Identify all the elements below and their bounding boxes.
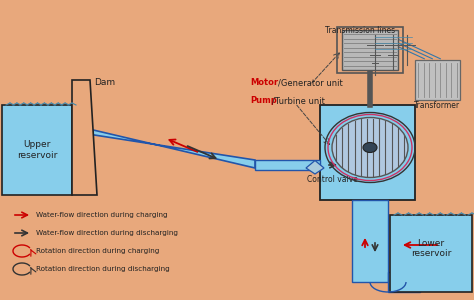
Text: Control valve: Control valve [307,175,358,184]
Text: /Generator unit: /Generator unit [278,78,343,87]
Text: Motor: Motor [250,78,278,87]
Polygon shape [306,160,324,174]
Ellipse shape [363,142,377,152]
Text: Transmission lines: Transmission lines [325,26,395,35]
Polygon shape [72,80,97,195]
FancyBboxPatch shape [415,60,460,100]
Text: Pump: Pump [250,96,277,105]
Polygon shape [72,125,255,168]
FancyBboxPatch shape [342,30,398,70]
Polygon shape [352,200,388,282]
Text: Upper
reservoir: Upper reservoir [17,140,57,160]
Polygon shape [2,105,72,195]
Polygon shape [90,80,280,205]
Text: Rotation direction during charging: Rotation direction during charging [36,248,159,254]
Text: Water-flow direction during charging: Water-flow direction during charging [36,212,168,218]
Polygon shape [320,105,415,200]
Text: /Turbine unit: /Turbine unit [272,96,325,105]
Text: Transformer: Transformer [414,101,461,110]
Text: Lower
reservoir: Lower reservoir [411,239,451,258]
Polygon shape [390,215,472,292]
Polygon shape [388,272,420,292]
Polygon shape [255,160,320,170]
Ellipse shape [332,118,408,178]
Text: Dam: Dam [94,78,115,87]
Text: Water-flow direction during discharging: Water-flow direction during discharging [36,230,178,236]
Text: Rotation direction during discharging: Rotation direction during discharging [36,266,170,272]
